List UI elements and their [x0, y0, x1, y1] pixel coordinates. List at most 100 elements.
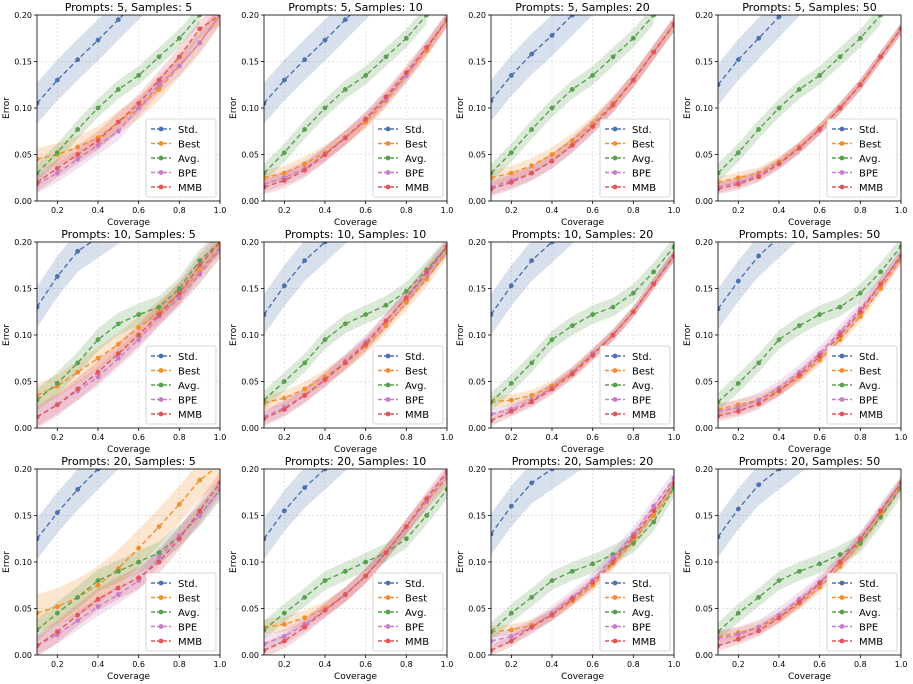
x-tick-label: 0.2: [51, 206, 64, 215]
data-point-std: [491, 98, 494, 103]
data-point-mmb: [156, 312, 162, 317]
data-point-std: [508, 283, 514, 289]
legend-label: Std.: [859, 579, 879, 590]
legend: Std. Best Avg. BPE MMB: [372, 345, 444, 425]
data-point-std: [37, 304, 40, 310]
legend-swatch-marker: [158, 580, 164, 586]
y-tick-label: 0.05: [695, 605, 713, 614]
legend-label: Best: [859, 367, 881, 378]
data-point-mmb: [671, 21, 674, 27]
x-tick-label: 0.6: [132, 433, 145, 442]
data-point-best: [176, 501, 182, 507]
data-point-mmb: [444, 244, 447, 250]
data-point-mmb: [529, 399, 535, 405]
data-point-mmb: [529, 624, 535, 630]
data-point-mmb: [115, 119, 121, 125]
legend: Std. Best Avg. BPE MMB: [599, 572, 671, 652]
y-tick-label: 0.20: [468, 465, 486, 474]
data-point-std: [322, 242, 328, 245]
data-point-avg: [569, 323, 575, 329]
data-point-mmb: [549, 612, 555, 618]
y-tick-label: 0.10: [468, 558, 486, 567]
data-point-best: [95, 582, 101, 588]
legend-swatch-marker: [839, 580, 845, 586]
legend-box: [145, 572, 217, 652]
y-tick-label: 0.00: [14, 197, 32, 206]
data-point-avg: [590, 561, 596, 567]
legend-swatch-marker: [839, 141, 845, 146]
band-avg: [718, 242, 901, 412]
x-tick-label: 0.8: [400, 206, 413, 215]
data-point-mmb: [383, 318, 389, 324]
subplot-title: Prompts: 10, Samples: 50: [739, 228, 881, 241]
y-tick-label: 0.15: [468, 58, 486, 67]
data-point-avg: [796, 87, 802, 92]
x-tick-label: 0.4: [319, 660, 332, 669]
x-axis-label: Coverage: [107, 218, 151, 228]
legend-label: MMB: [178, 183, 202, 194]
legend-label: Best: [405, 140, 427, 151]
data-point-avg: [156, 54, 162, 60]
x-tick-label: 0.2: [505, 206, 518, 215]
data-point-mmb: [156, 559, 162, 565]
y-tick-label: 0.10: [241, 558, 259, 567]
data-point-best: [549, 152, 555, 157]
data-point-bpe: [176, 63, 182, 69]
x-tick-label: 0.2: [505, 660, 518, 669]
y-tick-label: 0.00: [241, 651, 259, 660]
data-point-mmb: [630, 309, 636, 315]
legend-swatch-marker: [385, 382, 391, 388]
data-point-avg: [718, 170, 721, 176]
data-point-mmb: [569, 371, 575, 377]
legend-label: Avg.: [405, 381, 427, 392]
data-point-best: [817, 357, 823, 363]
data-point-avg: [363, 559, 369, 565]
data-point-avg: [529, 594, 535, 600]
legend-swatch-marker: [158, 411, 164, 417]
data-point-best: [75, 369, 81, 375]
data-point-bpe: [136, 105, 142, 111]
data-point-mmb: [54, 402, 60, 408]
data-point-mmb: [508, 638, 514, 644]
data-point-best: [264, 175, 267, 181]
data-point-best: [281, 621, 287, 627]
legend-label: Std.: [178, 579, 198, 590]
data-point-mmb: [264, 647, 267, 653]
data-point-bpe: [281, 634, 287, 639]
data-point-avg: [776, 578, 782, 583]
band-best: [491, 16, 674, 186]
data-point-std: [735, 278, 741, 284]
legend-label: Std.: [859, 352, 879, 363]
data-point-mmb: [491, 647, 494, 653]
y-tick-label: 0.15: [241, 285, 259, 294]
legend-label: Best: [859, 594, 881, 605]
x-tick-label: 1.0: [895, 660, 908, 669]
data-point-best: [302, 161, 308, 167]
series-line-mmb: [718, 28, 901, 190]
data-point-best: [197, 477, 203, 483]
x-axis-label: Coverage: [334, 218, 378, 228]
legend-swatch-marker: [385, 624, 391, 629]
data-point-avg: [156, 550, 162, 556]
data-point-mmb: [590, 353, 596, 358]
legend-label: MMB: [405, 637, 429, 648]
data-point-avg: [817, 73, 823, 78]
data-point-mmb: [75, 386, 81, 392]
data-point-std: [549, 469, 555, 472]
data-point-avg: [508, 610, 514, 616]
band-best: [37, 242, 220, 407]
data-point-avg: [508, 150, 514, 156]
series-line-mmb: [37, 482, 220, 647]
x-tick-label: 1.0: [214, 433, 227, 442]
x-tick-label: 0.8: [173, 206, 186, 215]
legend-label: Avg.: [632, 381, 654, 392]
data-point-mmb: [424, 45, 430, 50]
band-std: [718, 15, 801, 106]
y-tick-label: 0.10: [241, 104, 259, 113]
subplot-title: Prompts: 20, Samples: 50: [739, 455, 881, 468]
legend-swatch-marker: [839, 609, 845, 615]
band-avg: [264, 480, 447, 640]
data-point-avg: [302, 126, 308, 132]
legend-swatch-marker: [158, 595, 164, 600]
data-point-std: [264, 100, 267, 106]
